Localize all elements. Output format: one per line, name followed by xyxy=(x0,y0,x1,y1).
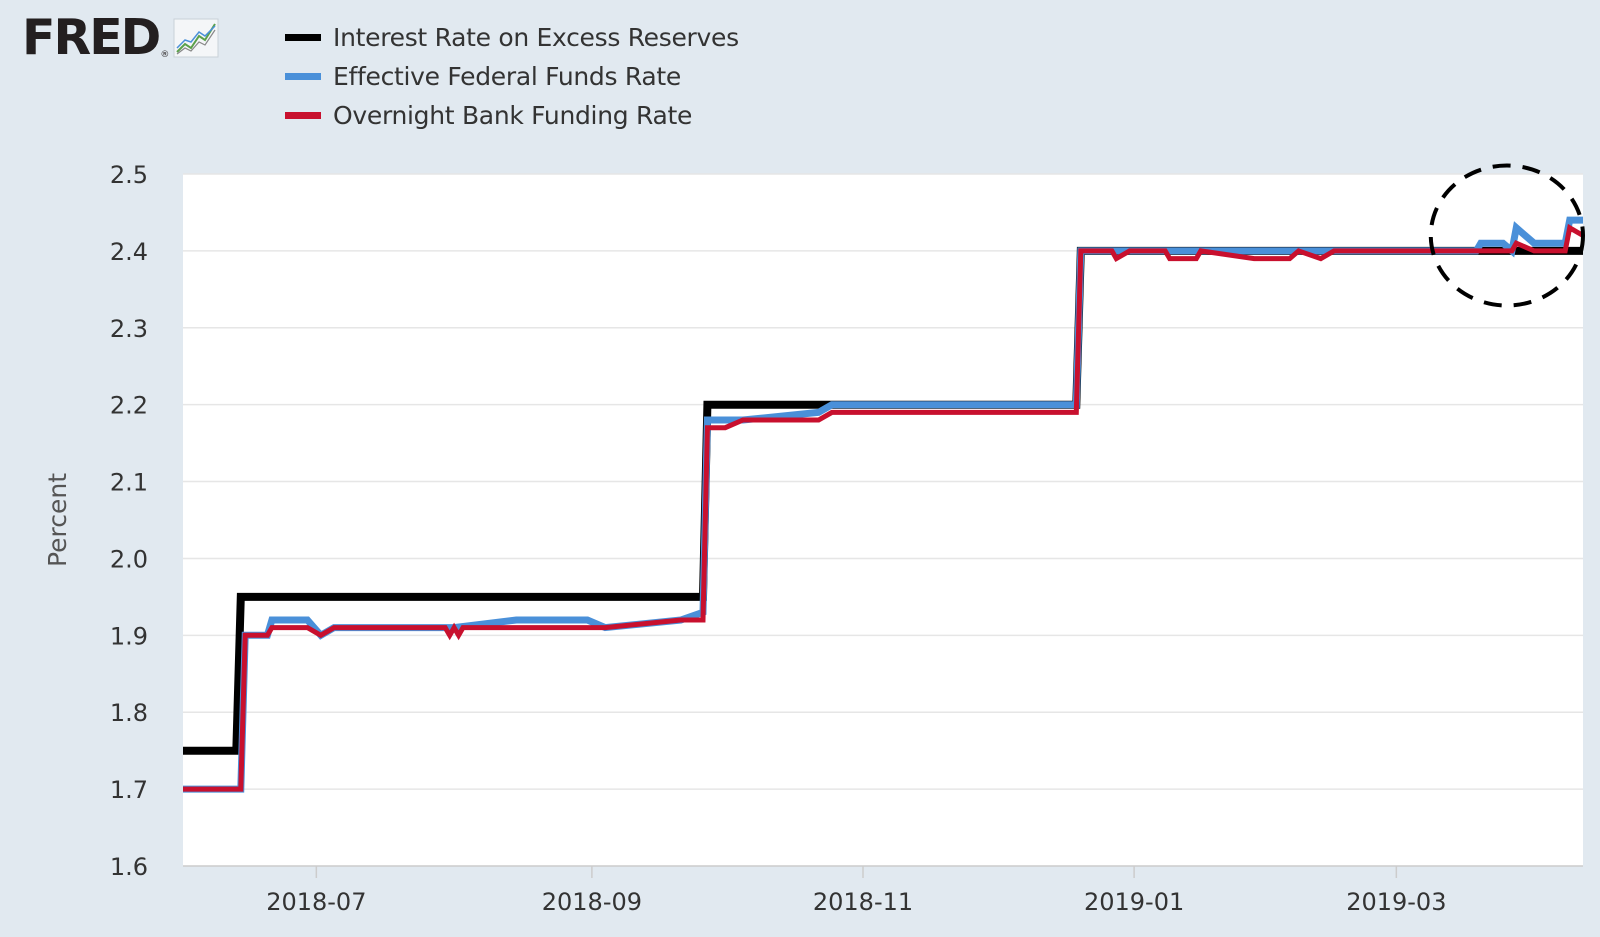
legend-swatch-iorer xyxy=(285,34,321,41)
logo-registered-mark: ® xyxy=(160,50,170,60)
legend-label: Overnight Bank Funding Rate xyxy=(333,101,693,130)
y-tick-label: 1.7 xyxy=(110,776,148,804)
legend-item[interactable]: Overnight Bank Funding Rate xyxy=(285,96,739,135)
x-tick-label: 2019-03 xyxy=(1346,888,1446,916)
y-tick-label: 2.2 xyxy=(110,392,148,420)
x-tick-label: 2019-01 xyxy=(1084,888,1184,916)
y-tick-label: 2.1 xyxy=(110,469,148,497)
series-line-obfr xyxy=(183,223,1585,792)
y-tick-label: 2.5 xyxy=(110,161,148,189)
x-tick-label: 2018-11 xyxy=(813,888,913,916)
y-tick-label: 1.6 xyxy=(110,853,148,881)
y-tick-label: 1.9 xyxy=(110,622,148,650)
legend-item[interactable]: Effective Federal Funds Rate xyxy=(285,57,739,96)
legend-label: Interest Rate on Excess Reserves xyxy=(333,23,739,52)
y-axis-label: Percent xyxy=(43,473,72,567)
y-tick-label: 2.4 xyxy=(110,238,148,266)
y-tick-label: 2.0 xyxy=(110,545,148,573)
logo-text: FRED xyxy=(22,9,161,66)
plot-area xyxy=(183,174,1583,866)
annotation-ellipse xyxy=(1428,163,1586,308)
fred-logo[interactable]: FRED ® xyxy=(22,12,219,64)
chart-legend: Interest Rate on Excess Reserves Effecti… xyxy=(285,18,739,135)
legend-item[interactable]: Interest Rate on Excess Reserves xyxy=(285,18,739,57)
legend-label: Effective Federal Funds Rate xyxy=(333,62,681,91)
y-tick-label: 2.3 xyxy=(110,315,148,343)
y-tick-label: 1.8 xyxy=(110,699,148,727)
x-tick-label: 2018-07 xyxy=(266,888,366,916)
fred-chart-icon xyxy=(173,18,219,62)
x-tick-label: 2018-09 xyxy=(542,888,642,916)
legend-swatch-obfr xyxy=(285,112,321,119)
legend-swatch-effr xyxy=(285,73,321,80)
